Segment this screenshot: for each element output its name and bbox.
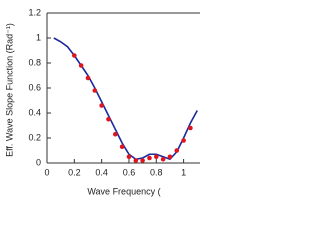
data-point <box>113 131 118 137</box>
data-line <box>53 37 198 161</box>
data-point <box>140 158 145 163</box>
data-point <box>133 158 139 163</box>
data-point <box>181 138 186 143</box>
x-tick-label: 0.6 <box>123 167 136 177</box>
y-tick-label: 0.6 <box>28 82 41 92</box>
y-tick-label: 1.2 <box>28 7 41 17</box>
data-point <box>174 148 180 153</box>
y-tick-label: 0.4 <box>28 107 41 117</box>
x-tick-label: 1 <box>181 167 186 177</box>
x-tick-label: 0.2 <box>68 167 81 177</box>
chart: Eff. Wave Slope Function (Rad⁻¹) Wave Fr… <box>4 7 200 196</box>
data-point <box>72 53 77 58</box>
data-point <box>78 63 84 68</box>
data-point <box>119 144 125 150</box>
y-tick-label: 0 <box>36 157 41 167</box>
data-point <box>92 88 98 93</box>
x-tick-label: 0.8 <box>150 167 163 177</box>
data-point <box>160 156 166 162</box>
data-point <box>126 154 132 160</box>
y-tick-label: 1 <box>36 32 41 42</box>
data-point <box>147 155 152 161</box>
y-tick-label: 0.2 <box>28 132 41 142</box>
x-tick-label: 0.4 <box>95 167 108 177</box>
data-point <box>85 75 91 81</box>
data-point <box>106 116 111 122</box>
x-tick-label: 0 <box>44 167 49 177</box>
data-point <box>188 125 193 131</box>
y-tick-label: 0.8 <box>28 57 41 67</box>
y-axis-label: Eff. Wave Slope Function (Rad⁻¹) <box>4 23 14 157</box>
data-point <box>153 154 159 160</box>
data-point <box>167 154 173 160</box>
data-point <box>99 103 104 108</box>
x-axis-label: Wave Frequency ( <box>87 186 160 196</box>
